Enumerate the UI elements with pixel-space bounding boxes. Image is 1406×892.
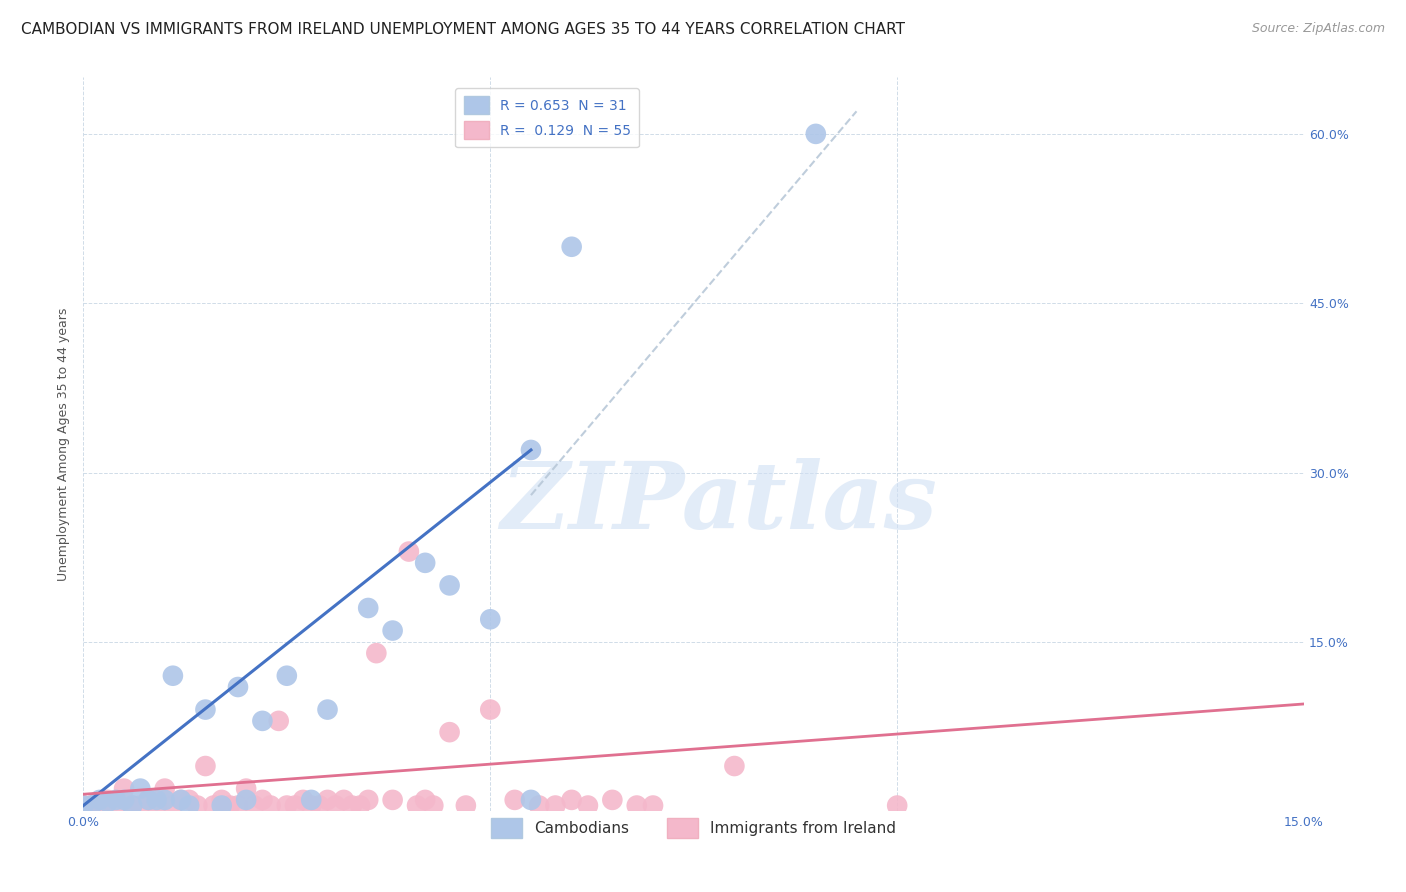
Point bbox=[520, 442, 543, 457]
Point bbox=[259, 798, 281, 813]
Point bbox=[276, 669, 298, 683]
Point bbox=[252, 793, 274, 807]
Point bbox=[145, 793, 167, 807]
Point bbox=[349, 798, 371, 813]
Point bbox=[406, 798, 429, 813]
Point bbox=[439, 578, 461, 592]
Point bbox=[226, 798, 249, 813]
Point bbox=[194, 703, 217, 717]
Point bbox=[72, 798, 94, 813]
Point bbox=[561, 240, 583, 254]
Point bbox=[292, 793, 315, 807]
Point bbox=[211, 793, 233, 807]
Point bbox=[80, 798, 103, 813]
Point bbox=[602, 793, 624, 807]
Point bbox=[299, 793, 322, 807]
Point bbox=[366, 646, 388, 660]
Point bbox=[357, 793, 380, 807]
Point bbox=[357, 601, 380, 615]
Point bbox=[340, 798, 363, 813]
Legend: Cambodians, Immigrants from Ireland: Cambodians, Immigrants from Ireland bbox=[485, 812, 903, 844]
Point bbox=[316, 793, 339, 807]
Point bbox=[576, 798, 599, 813]
Point bbox=[804, 127, 827, 141]
Point bbox=[112, 781, 135, 796]
Point bbox=[104, 793, 127, 807]
Text: Source: ZipAtlas.com: Source: ZipAtlas.com bbox=[1251, 22, 1385, 36]
Point bbox=[641, 798, 664, 813]
Point bbox=[308, 798, 330, 813]
Point bbox=[121, 798, 143, 813]
Point bbox=[97, 793, 120, 807]
Point bbox=[153, 793, 176, 807]
Point bbox=[104, 798, 127, 813]
Point bbox=[243, 798, 266, 813]
Point bbox=[561, 793, 583, 807]
Point bbox=[170, 793, 193, 807]
Point bbox=[179, 793, 201, 807]
Point bbox=[186, 798, 208, 813]
Point bbox=[211, 798, 233, 813]
Point bbox=[80, 798, 103, 813]
Point bbox=[226, 680, 249, 694]
Point bbox=[162, 669, 184, 683]
Point bbox=[179, 798, 201, 813]
Point bbox=[138, 793, 160, 807]
Point bbox=[72, 798, 94, 813]
Point bbox=[527, 798, 550, 813]
Text: CAMBODIAN VS IMMIGRANTS FROM IRELAND UNEMPLOYMENT AMONG AGES 35 TO 44 YEARS CORR: CAMBODIAN VS IMMIGRANTS FROM IRELAND UNE… bbox=[21, 22, 905, 37]
Point bbox=[218, 798, 240, 813]
Point bbox=[194, 759, 217, 773]
Point bbox=[299, 798, 322, 813]
Point bbox=[381, 793, 404, 807]
Point bbox=[121, 798, 143, 813]
Point bbox=[886, 798, 908, 813]
Point bbox=[267, 714, 290, 728]
Point bbox=[129, 798, 152, 813]
Point bbox=[381, 624, 404, 638]
Y-axis label: Unemployment Among Ages 35 to 44 years: Unemployment Among Ages 35 to 44 years bbox=[58, 308, 70, 581]
Point bbox=[479, 612, 502, 626]
Point bbox=[145, 798, 167, 813]
Point bbox=[626, 798, 648, 813]
Point bbox=[89, 798, 111, 813]
Point bbox=[252, 714, 274, 728]
Point bbox=[129, 781, 152, 796]
Point bbox=[454, 798, 477, 813]
Point bbox=[170, 793, 193, 807]
Point bbox=[503, 793, 526, 807]
Point bbox=[413, 793, 436, 807]
Point bbox=[520, 793, 543, 807]
Point bbox=[276, 798, 298, 813]
Text: ZIPatlas: ZIPatlas bbox=[499, 458, 936, 548]
Point bbox=[97, 795, 120, 809]
Point bbox=[153, 781, 176, 796]
Point bbox=[112, 793, 135, 807]
Point bbox=[202, 798, 225, 813]
Point bbox=[316, 703, 339, 717]
Point bbox=[235, 793, 257, 807]
Point bbox=[723, 759, 745, 773]
Point bbox=[544, 798, 567, 813]
Point bbox=[325, 798, 347, 813]
Point bbox=[284, 798, 307, 813]
Point bbox=[162, 798, 184, 813]
Point bbox=[413, 556, 436, 570]
Point bbox=[235, 781, 257, 796]
Point bbox=[138, 793, 160, 807]
Point bbox=[333, 793, 356, 807]
Point bbox=[422, 798, 444, 813]
Point bbox=[479, 703, 502, 717]
Point bbox=[398, 544, 420, 558]
Point bbox=[89, 793, 111, 807]
Point bbox=[439, 725, 461, 739]
